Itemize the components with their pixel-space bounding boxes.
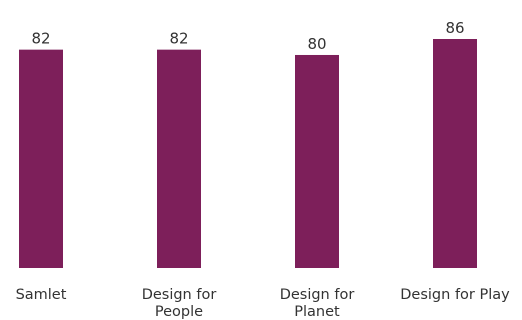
category-label-2: Design for Planet [280,287,355,320]
category-label-0: Samlet [16,287,67,303]
bar-3 [433,39,477,268]
category-label-3-line-0: Design for Play [400,287,510,303]
bar-0 [19,49,63,269]
category-label-2-line-1: Planet [294,304,340,320]
value-label-0: 82 [31,30,50,48]
value-label-3: 86 [445,19,464,37]
category-label-1-line-1: People [155,304,203,320]
bars-group [19,39,477,269]
category-label-0-line-0: Samlet [16,287,67,303]
bar-1 [157,49,201,269]
category-label-2-line-0: Design for [280,287,355,303]
value-label-1: 82 [169,30,188,48]
category-label-1: Design for People [142,287,217,320]
value-labels-group: 82 82 80 86 [31,19,464,53]
category-label-1-line-0: Design for [142,287,217,303]
category-label-3: Design for Play [400,287,510,303]
bar-2 [295,54,339,268]
value-label-2: 80 [307,35,326,53]
